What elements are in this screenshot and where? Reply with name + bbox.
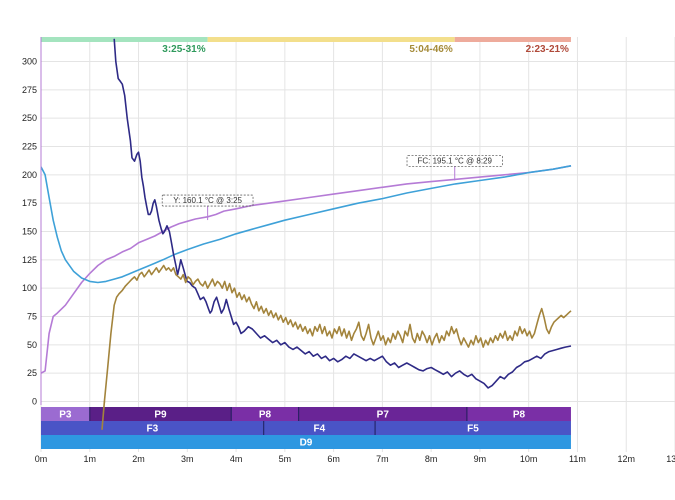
band-segment [41, 435, 571, 449]
x-tick-label: 8m [425, 454, 438, 464]
series-line [113, 38, 572, 389]
band-segment [298, 407, 467, 421]
y-tick-label: 225 [22, 142, 37, 152]
band-segment [41, 407, 90, 421]
x-tick-label: 12m [617, 454, 635, 464]
y-tick-label: 275 [22, 85, 37, 95]
band-label: F3 [147, 424, 159, 435]
x-tick-label: 6m [327, 454, 340, 464]
x-tick-label: 13m [666, 454, 675, 464]
x-tick-label: 5m [279, 454, 292, 464]
band-segment [41, 421, 264, 435]
annotation-box [161, 194, 254, 207]
series-line [103, 264, 572, 403]
y-tick-label: 200 [22, 170, 37, 180]
phase-bar-segment [454, 37, 571, 42]
y-tick-label: 50 [27, 340, 37, 350]
series-lines [40, 37, 572, 405]
phase-bar-segment [41, 37, 208, 42]
x-tick-label: 7m [376, 454, 389, 464]
x-tick-label: 9m [474, 454, 487, 464]
y-tick-label: 125 [22, 255, 37, 265]
band-label: F4 [314, 424, 326, 435]
band-segment [263, 421, 376, 435]
annotations: Y: 160.1 °C @ 3:25 FC: 195.1 °C @ 8:29 [161, 154, 503, 221]
phase-bar-label: 3:25-31% [162, 44, 205, 55]
y-axis: 0 25 50 75 100 125 150 175 200 225 250 275 300 [22, 57, 37, 407]
band-label: F5 [467, 424, 479, 435]
series-line [41, 165, 572, 284]
y-tick-label: 150 [22, 227, 37, 237]
band-segment [89, 407, 232, 421]
x-tick-label: 11m [569, 454, 586, 464]
phase-bar-segment [207, 37, 455, 42]
y-tick-label: 25 [27, 368, 37, 378]
x-tick-label: 1m [84, 454, 97, 464]
grid [40, 37, 675, 452]
y-tick-label: 100 [22, 283, 37, 293]
band-label: P8 [259, 410, 272, 421]
band-segment [466, 407, 571, 421]
y-tick-label: 250 [22, 113, 37, 123]
phase-bar: 3:25-31% 5:04-46% 2:23-21% [41, 37, 571, 55]
band-segment [231, 407, 299, 421]
band-label: P9 [154, 410, 167, 421]
annotation-label: Y: 160.1 °C @ 3:25 [173, 196, 242, 205]
x-tick-label: 4m [230, 454, 243, 464]
annotation-box [406, 154, 503, 167]
y-tick-label: 75 [27, 312, 37, 322]
y-tick-label: 0 [32, 397, 37, 407]
band-segment [375, 421, 571, 435]
y-tick-label: 300 [22, 57, 37, 67]
phase-bands: P3 P9 P8 P7 P8 F3 F4 F5 D9 [41, 401, 571, 449]
annotation-label: FC: 195.1 °C @ 8:29 [417, 156, 492, 165]
x-tick-label: 0m [35, 454, 48, 464]
band-label: D9 [300, 438, 313, 449]
band-label: P7 [377, 410, 390, 421]
series-line-tail [101, 401, 106, 430]
x-axis: 0m 1m 2m 3m 4m 5m 6m 7m 8m 9m 10m 11m 12m 13m [35, 454, 675, 464]
x-tick-label: 3m [181, 454, 194, 464]
band-label: P3 [59, 410, 72, 421]
x-tick-label: 2m [132, 454, 145, 464]
x-tick-label: 10m [520, 454, 538, 464]
y-tick-label: 175 [22, 198, 37, 208]
series-line [41, 165, 572, 374]
band-label: P8 [513, 410, 526, 421]
phase-bar-label: 2:23-21% [526, 44, 569, 55]
phase-bar-label: 5:04-46% [409, 44, 452, 55]
